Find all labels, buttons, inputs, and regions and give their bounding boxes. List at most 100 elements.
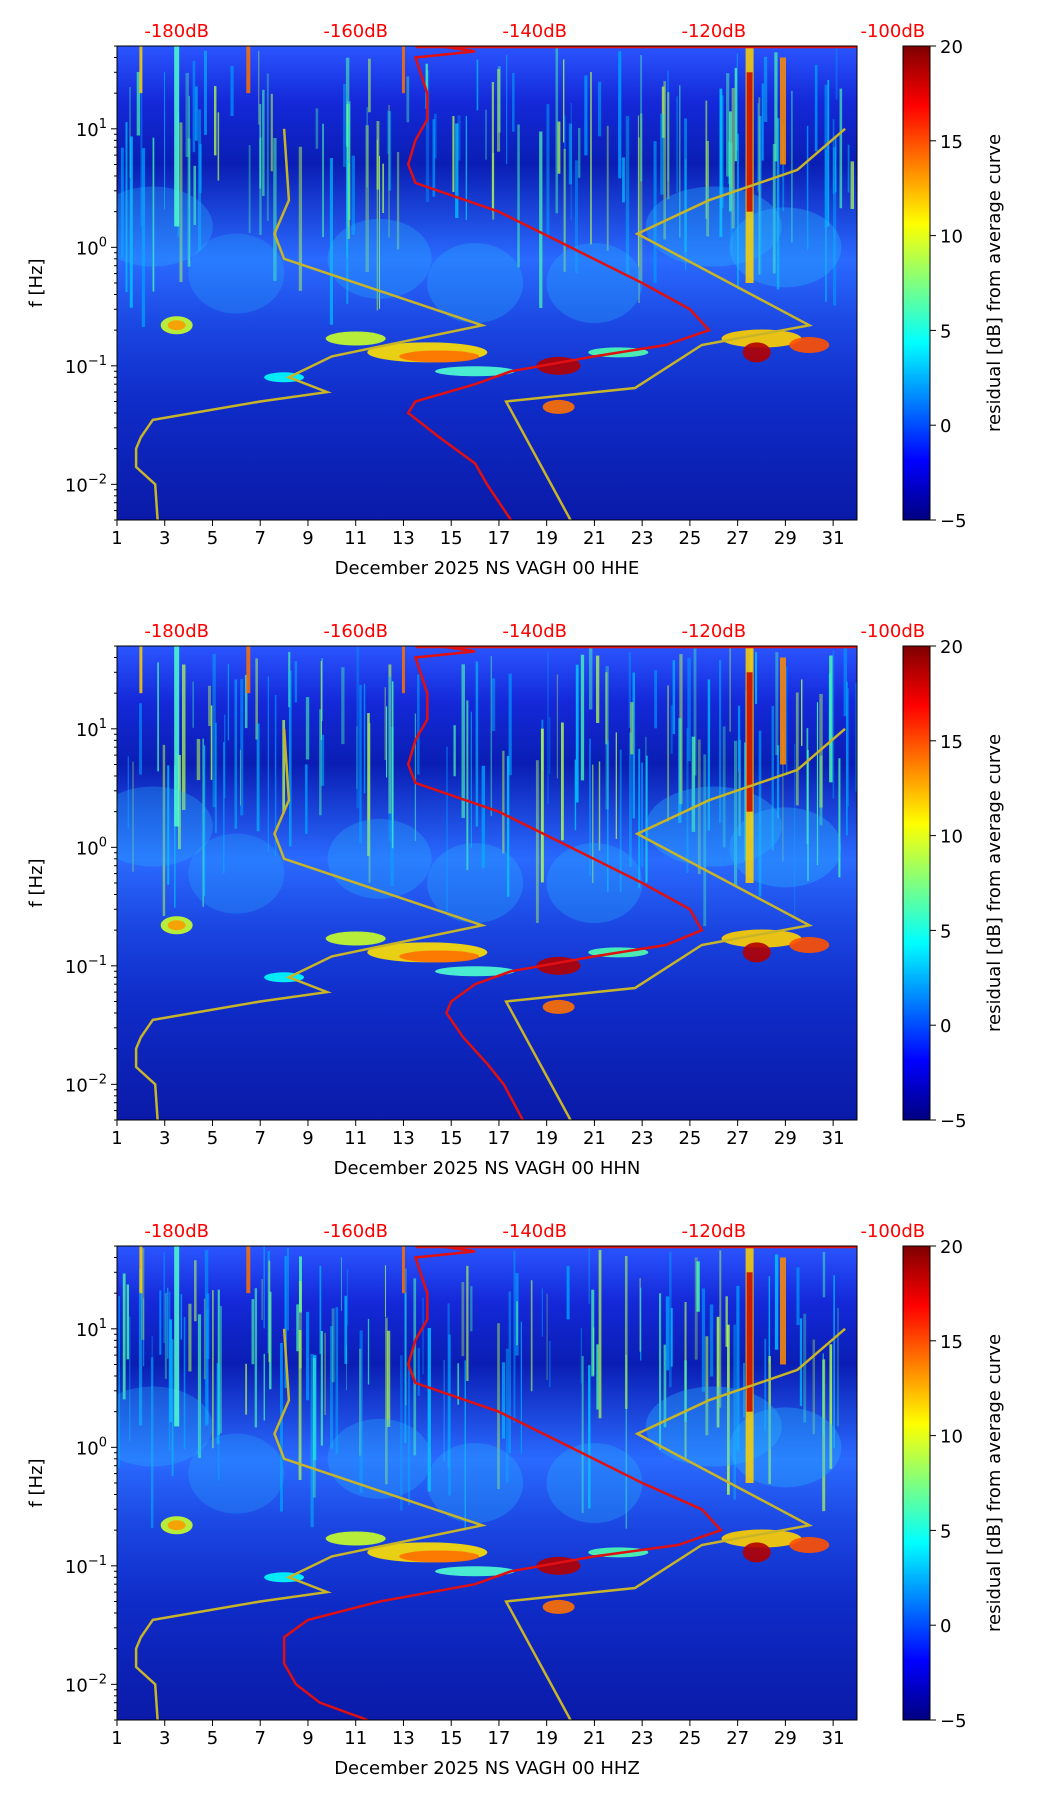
heatmap-streak [555, 46, 559, 214]
heatmap-streak [367, 713, 370, 856]
heatmap-event-column [746, 1272, 753, 1412]
heatmap-streak [693, 648, 697, 776]
heatmap-band [789, 936, 830, 953]
heatmap-streak [378, 156, 381, 309]
heatmap-streak [667, 92, 670, 200]
panel-svg: 1 3 5 7 9 11 13 15 17 19 21 23 25 27 29 31-180dB -160dB -… [26, 21, 1005, 579]
heatmap-streak [132, 761, 134, 872]
heatmap-streak [157, 662, 159, 772]
heatmap-blob [117, 786, 213, 867]
db-scale-label: -120dB [681, 1221, 746, 1242]
heatmap-streak [185, 72, 189, 157]
heatmap-streak [598, 761, 601, 851]
heatmap-streak [709, 1304, 714, 1377]
heatmap-streak [348, 95, 350, 164]
heatmap-streak [259, 103, 262, 189]
heatmap-streak [837, 1307, 839, 1427]
x-tick-label: 7 [254, 1128, 265, 1149]
heatmap-streak [768, 1276, 771, 1364]
heatmap-streak [581, 1356, 584, 1514]
ppsd-mode-line [406, 646, 704, 1120]
heatmap-streak [782, 123, 785, 211]
heatmap-streak [256, 723, 260, 832]
panel-svg: 1 3 5 7 9 11 13 15 17 19 21 23 25 27 29 31-180dB -160dB -… [26, 621, 1005, 1179]
heatmap-streak [625, 116, 630, 275]
heatmap-streak [588, 1365, 591, 1509]
heatmap-streak [181, 664, 186, 810]
heatmap-streak [329, 157, 333, 325]
heatmap-streak [637, 115, 640, 267]
heatmap-streak [501, 1362, 506, 1439]
y-tick-label: 10−1 [65, 954, 107, 978]
colorbar-label: residual [dB] from average curve [984, 1334, 1005, 1632]
x-tick-label: 1 [111, 1128, 122, 1149]
heatmap-streak [540, 728, 544, 883]
x-tick-label: 5 [207, 1728, 218, 1749]
heatmap-streak [448, 1334, 451, 1496]
x-tick-label: 3 [159, 1128, 170, 1149]
heatmap-streak [216, 1362, 220, 1445]
colorbar-tick-label: 0 [940, 1016, 951, 1037]
heatmap-streak [240, 679, 244, 816]
heatmap-streak [340, 1257, 343, 1311]
heatmap-streak [214, 86, 217, 156]
heatmap-streak [455, 123, 459, 219]
heatmap-streak [417, 1348, 420, 1396]
heatmap-streak [743, 1362, 745, 1418]
heatmap-streak [580, 654, 585, 781]
heatmap-streak [722, 726, 726, 848]
heatmap-streak [179, 122, 183, 283]
heatmap-streak [129, 136, 133, 308]
heatmap-streak [465, 116, 467, 220]
heatmap-streak [684, 118, 688, 253]
heatmap-streak [575, 664, 579, 803]
heatmap-streak [466, 700, 469, 871]
colorbar-label: residual [dB] from average curve [984, 734, 1005, 1032]
heatmap-streak [696, 1261, 700, 1312]
heatmap-streak [588, 646, 593, 710]
heatmap-streak [835, 46, 838, 100]
x-tick-label: 21 [583, 528, 606, 549]
x-tick-label: 25 [678, 528, 701, 549]
x-tick-label: 23 [631, 1128, 654, 1149]
heatmap-streak [359, 1330, 363, 1493]
heatmap-streak [268, 1260, 271, 1363]
noise-model-low-line [134, 728, 487, 1120]
heatmap-streak [280, 1343, 283, 1512]
heatmap-streak [196, 738, 201, 781]
heatmap-streak [367, 1318, 370, 1385]
heatmap-streak [263, 1353, 266, 1421]
heatmap-band [399, 1550, 480, 1563]
heatmap-streak [434, 113, 437, 159]
db-scale-label: -180dB [144, 621, 209, 642]
heatmap-streak [244, 675, 248, 729]
heatmap-streak [596, 1344, 599, 1410]
heatmap-streak [192, 681, 194, 728]
heatmap-streak [829, 655, 833, 783]
heatmap-streak [641, 762, 643, 868]
heatmap-streak [322, 123, 324, 238]
y-tick-label: 101 [76, 717, 107, 741]
heatmap-streak [294, 661, 298, 703]
colorbar-tick-label: 0 [940, 416, 951, 437]
heatmap-streak [343, 84, 346, 167]
heatmap-streak [368, 722, 371, 883]
heatmap-streak [461, 664, 465, 818]
heatmap-streak [466, 1265, 469, 1381]
heatmap-streak [470, 1286, 473, 1332]
heatmap-streak [312, 1358, 316, 1498]
db-scale-label: -100dB [860, 1221, 925, 1242]
heatmap-streak [345, 1345, 348, 1391]
heatmap-streak [701, 1288, 706, 1392]
heatmap-streak [653, 141, 657, 284]
heatmap-streak [736, 1285, 740, 1452]
x-tick-label: 11 [344, 1728, 367, 1749]
heatmap-streak [167, 1287, 169, 1359]
heatmap-streak [192, 60, 196, 153]
heatmap-streak [385, 706, 388, 778]
x-tick-label: 15 [440, 528, 463, 549]
heatmap-streak [508, 1291, 512, 1454]
y-tick-label: 10−1 [65, 354, 107, 378]
heatmap-streak [159, 1290, 162, 1355]
db-scale-label: -160dB [323, 21, 388, 42]
